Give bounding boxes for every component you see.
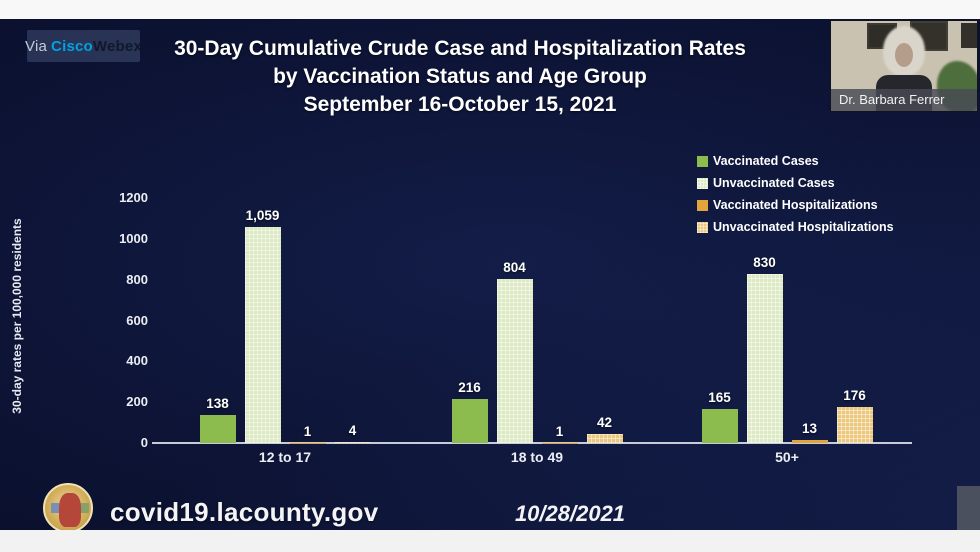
y-axis-tick-label: 800 bbox=[126, 271, 148, 287]
legend-label: Vaccinated Hospitalizations bbox=[713, 198, 878, 212]
x-axis-line bbox=[152, 442, 912, 444]
legend-label: Vaccinated Cases bbox=[713, 154, 819, 168]
bar-value-label: 1,059 bbox=[245, 208, 280, 224]
chart-legend: Vaccinated Cases Unvaccinated Cases Vaccin… bbox=[697, 150, 894, 238]
legend-label: Unvaccinated Cases bbox=[713, 176, 835, 190]
y-axis-tick-label: 400 bbox=[126, 353, 148, 369]
seal-detail bbox=[51, 503, 59, 513]
bar-value-label: 804 bbox=[503, 260, 526, 276]
legend-label: Unvaccinated Hospitalizations bbox=[713, 220, 894, 234]
y-axis-tick-label: 0 bbox=[140, 435, 148, 450]
bar-50+-2 bbox=[791, 440, 828, 443]
y-axis-tick-label: 1200 bbox=[119, 190, 148, 206]
bar-18to49-1 bbox=[496, 279, 533, 443]
x-category-label: 12 to 17 bbox=[258, 449, 312, 465]
legend-swatch bbox=[697, 177, 708, 189]
bar-12to17-3 bbox=[334, 442, 371, 443]
speaker-face bbox=[895, 43, 913, 67]
x-category-label: 18 to 49 bbox=[510, 449, 564, 465]
bar-18to49-0 bbox=[451, 398, 488, 443]
bar-value-label: 138 bbox=[206, 395, 229, 411]
bar-value-label: 4 bbox=[348, 423, 357, 439]
video-edge-artifact bbox=[957, 486, 980, 530]
speaker-video-thumbnail: Dr. Barbara Ferrer bbox=[830, 20, 978, 112]
bar-value-label: 165 bbox=[708, 390, 731, 406]
picture-frame-decor bbox=[961, 23, 977, 48]
y-axis-tick-label: 600 bbox=[126, 312, 148, 328]
la-county-seal bbox=[43, 483, 93, 530]
legend-swatch bbox=[697, 199, 708, 211]
bar-12to17-0 bbox=[199, 414, 236, 443]
bar-value-label: 13 bbox=[801, 421, 818, 437]
bar-50+-3 bbox=[836, 407, 873, 443]
cisco-logo-text: Cisco bbox=[51, 37, 93, 55]
legend-swatch bbox=[697, 221, 708, 233]
bar-value-label: 830 bbox=[753, 254, 776, 270]
y-axis-tick-label: 1000 bbox=[119, 231, 148, 247]
footer-website-url: covid19.lacounty.gov bbox=[110, 497, 379, 527]
speaker-name-label: Dr. Barbara Ferrer bbox=[831, 89, 977, 111]
bar-value-label: 216 bbox=[458, 379, 481, 395]
legend-item: Vaccinated Cases bbox=[697, 150, 894, 172]
legend-item: Unvaccinated Hospitalizations bbox=[697, 216, 894, 238]
top-letterbox-strip bbox=[0, 0, 980, 19]
slide-title: 30-Day Cumulative Crude Case and Hospita… bbox=[130, 35, 790, 119]
y-axis-title: 30-day rates per 100,000 residents bbox=[10, 218, 24, 414]
slide-title-line-2: by Vaccination Status and Age Group bbox=[273, 65, 647, 88]
bar-value-label: 1 bbox=[303, 423, 312, 439]
seal-emblem bbox=[59, 493, 81, 527]
bar-50+-1 bbox=[746, 273, 783, 443]
y-axis-tick-label: 200 bbox=[126, 394, 148, 410]
bar-12to17-1 bbox=[244, 227, 281, 443]
legend-swatch bbox=[697, 155, 708, 167]
slide-title-line-1: 30-Day Cumulative Crude Case and Hospita… bbox=[174, 37, 746, 60]
webex-logo-text: Webex bbox=[92, 37, 142, 55]
bar-value-label: 1 bbox=[555, 423, 564, 439]
bar-value-label: 42 bbox=[596, 415, 613, 431]
bar-50+-0 bbox=[701, 409, 738, 443]
legend-item: Vaccinated Hospitalizations bbox=[697, 194, 894, 216]
footer-date: 10/28/2021 bbox=[514, 501, 626, 526]
slide-title-line-3: September 16-October 15, 2021 bbox=[303, 93, 617, 116]
bar-value-label: 176 bbox=[843, 388, 866, 404]
seal-detail bbox=[81, 503, 89, 513]
bottom-letterbox-strip bbox=[0, 530, 980, 552]
bar-18to49-3 bbox=[586, 434, 623, 443]
presentation-slide: Via Cisco Webex 30-Day Cumulative Crude … bbox=[0, 19, 980, 530]
legend-item: Unvaccinated Cases bbox=[697, 172, 894, 194]
webex-watermark-badge: Via Cisco Webex bbox=[25, 30, 142, 62]
webex-via-label: Via bbox=[25, 37, 48, 55]
x-category-label: 50+ bbox=[775, 449, 799, 465]
